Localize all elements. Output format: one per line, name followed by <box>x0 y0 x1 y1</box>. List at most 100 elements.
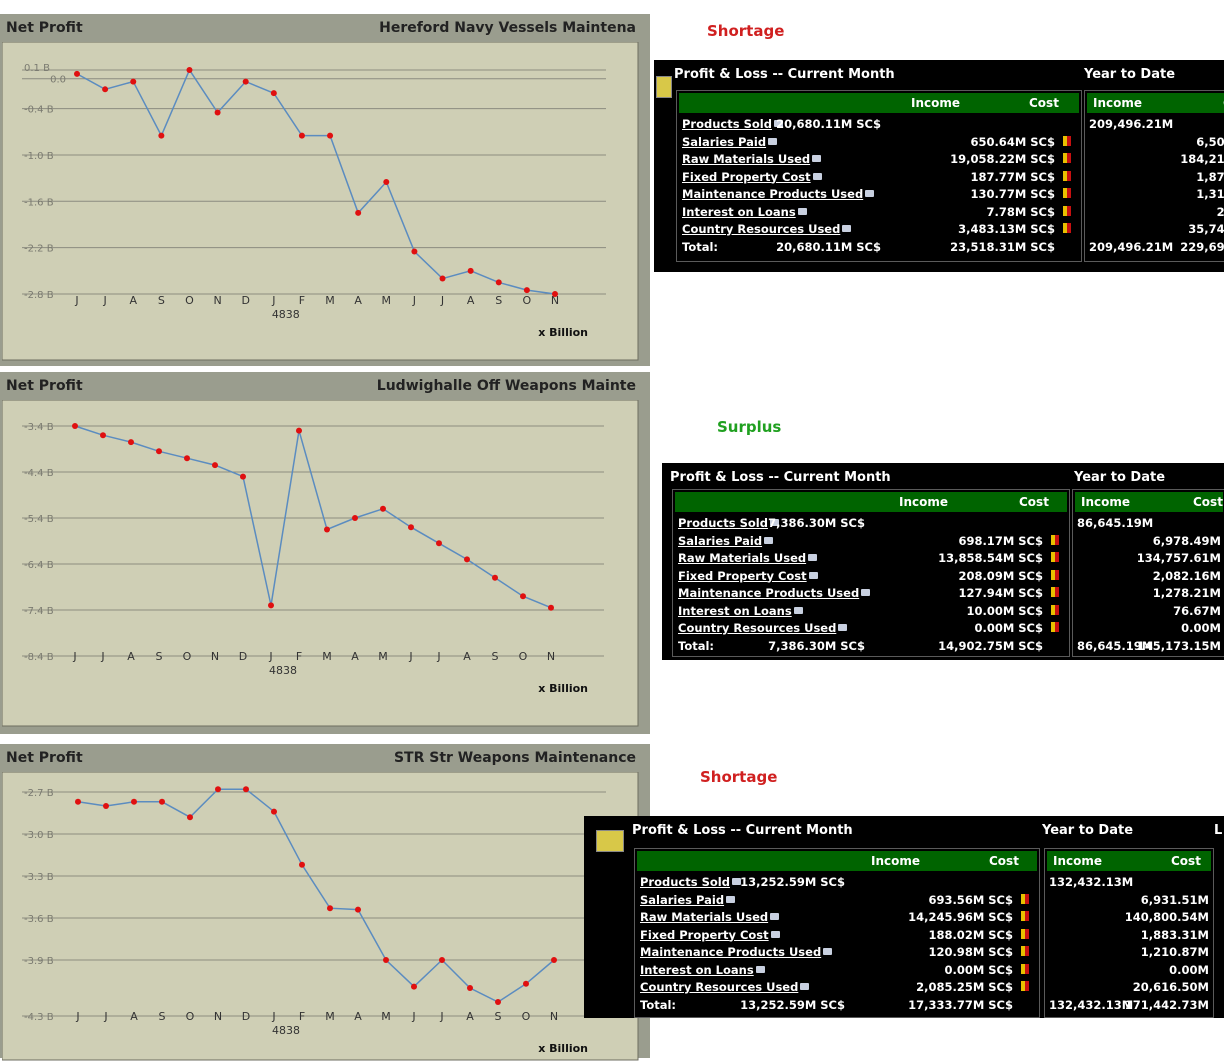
data-point <box>75 798 81 805</box>
x-tick-label: S <box>156 650 163 663</box>
x-tick-label: A <box>354 1010 362 1023</box>
net-profit-chart: 0.1 B0.0 -0.4 B -1.0 B -1.6 B -2.2 B -2.8 B J J… <box>2 42 639 361</box>
ytd-title: Year to Date <box>1084 67 1176 82</box>
cost-indicator-icon <box>1021 946 1029 956</box>
data-point <box>130 78 137 85</box>
cost-value: 23,518.31M SC$ <box>950 239 1055 254</box>
ytd-row: 6,978.49M <box>1073 532 1224 549</box>
extra-column-title: L <box>1214 823 1223 838</box>
row-label-link[interactable]: Products Sold <box>640 875 741 889</box>
y-tick-label: -0.4 B <box>24 105 54 116</box>
ytd-cost-value: 27.2 <box>1216 204 1224 219</box>
pl-title: Profit & Loss -- Current Month <box>670 470 891 485</box>
data-point <box>271 808 277 815</box>
station-name: Ludwighalle Off Weapons Mainte <box>376 378 636 394</box>
row-label-link[interactable]: Fixed Property Cost <box>640 928 780 942</box>
data-point <box>520 593 526 600</box>
row-label-link[interactable]: Raw Materials Used <box>640 910 779 924</box>
row-label-link[interactable]: Products Sold <box>678 516 779 530</box>
ytd-income-header: Income <box>1081 495 1131 509</box>
ytd-income-header: Income <box>1093 96 1143 110</box>
ytd-cost-value: 171,442.73M <box>1124 997 1209 1012</box>
ytd-row: 20,616.50M <box>1045 978 1213 995</box>
row-label-link[interactable]: Salaries Paid <box>682 135 777 149</box>
ytd-row: 6,507.8 <box>1085 133 1224 150</box>
ytd-income-value: 86,645.19M <box>1077 516 1154 530</box>
status-label: Shortage <box>707 22 785 40</box>
x-tick-label: J <box>411 1010 415 1023</box>
x-tick-label: M <box>381 1010 391 1023</box>
row-label-link[interactable]: Interest on Loans <box>640 963 765 977</box>
row-label-link[interactable]: Maintenance Products Used <box>678 586 870 600</box>
row-label-link[interactable]: Raw Materials Used <box>678 551 817 565</box>
row-label-link[interactable]: Country Resources Used <box>640 980 809 994</box>
row-label-link[interactable]: Salaries Paid <box>640 893 735 907</box>
cost-value: 130.77M SC$ <box>970 187 1055 201</box>
table-row: Raw Materials Used 13,858.54M SC$ <box>673 549 1069 566</box>
x-tick-label: F <box>299 294 305 307</box>
row-label-link[interactable]: Country Resources Used <box>678 621 847 635</box>
income-value: 20,680.11M SC$ <box>776 117 881 131</box>
y-tick-label: -6.4 B <box>24 560 54 571</box>
row-label-link[interactable]: Interest on Loans <box>678 604 803 618</box>
row-label-link[interactable]: Maintenance Products Used <box>682 187 874 201</box>
cost-indicator-icon <box>1063 153 1071 163</box>
x-tick-label: J <box>103 1010 107 1023</box>
cost-value: 650.64M SC$ <box>970 134 1055 149</box>
cost-indicator-icon <box>1021 911 1029 921</box>
row-label-link[interactable]: Salaries Paid <box>678 534 773 548</box>
cost-value: 693.56M SC$ <box>928 892 1013 907</box>
ytd-row: 209,496.21M <box>1085 115 1224 132</box>
pl-title: Profit & Loss -- Current Month <box>674 67 895 82</box>
table-row: Country Resources Used 2,085.25M SC$ <box>635 978 1039 995</box>
ytd-row: 1,883.31M <box>1045 926 1213 943</box>
total-label: Total: <box>682 239 719 254</box>
ytd-table: Income Cost 132,432.13M 6,931.51M 140,800.… <box>1044 848 1214 1018</box>
ytd-cost-value: 229,695.8 <box>1180 239 1224 254</box>
cost-header: Cost <box>989 854 1019 868</box>
table-header: Income Cost <box>1075 492 1223 512</box>
row-label-link[interactable]: Maintenance Products Used <box>640 945 832 959</box>
chart-header: Net Profit Hereford Navy Vessels Mainten… <box>0 14 650 42</box>
station-icon[interactable] <box>656 76 672 98</box>
row-label-link[interactable]: Fixed Property Cost <box>678 569 818 583</box>
row-label-link[interactable]: Interest on Loans <box>682 205 807 219</box>
ytd-income-value: 209,496.21M <box>1089 239 1174 254</box>
x-tick-label: N <box>551 294 559 307</box>
data-point <box>352 515 358 521</box>
cost-indicator-icon <box>1051 552 1059 562</box>
ytd-cost-header: Cost <box>1171 854 1201 868</box>
cost-value: 0.00M SC$ <box>944 962 1013 977</box>
y-tick-label: 0.0 <box>50 75 66 86</box>
station-icon[interactable] <box>596 830 624 852</box>
data-point <box>467 985 473 991</box>
y-tick-label: -3.6 B <box>24 914 54 925</box>
row-label-link[interactable]: Fixed Property Cost <box>682 170 822 184</box>
cost-indicator-icon <box>1051 604 1059 615</box>
cost-value: 19,058.22M SC$ <box>950 152 1055 166</box>
data-point <box>212 462 218 469</box>
data-point <box>552 291 558 297</box>
row-label-link[interactable]: Country Resources Used <box>682 222 851 236</box>
x-tick-label: J <box>268 650 272 663</box>
cost-indicator-icon <box>1051 534 1059 545</box>
cost-indicator-icon <box>1051 569 1059 580</box>
ytd-total-row: 132,432.13M 171,442.73M <box>1045 996 1213 1013</box>
year-label: 4838 <box>269 664 297 677</box>
data-point <box>159 798 165 805</box>
ytd-table: Income Co 209,496.21M 6,507.8 184,219.9 1,8… <box>1084 90 1224 262</box>
ytd-cost-value: 6,931.51M <box>1140 892 1209 907</box>
x-tick-label: S <box>159 1010 166 1023</box>
table-row: Products Sold 7,386.30M SC$ <box>673 514 1069 531</box>
x-tick-label: F <box>299 1010 305 1023</box>
ytd-income-header: Income <box>1053 854 1103 868</box>
x-tick-label: N <box>547 650 555 663</box>
y-tick-label: -2.8 B <box>24 290 54 301</box>
cost-value: 698.17M SC$ <box>958 533 1043 548</box>
row-label-link[interactable]: Raw Materials Used <box>682 152 821 166</box>
x-tick-label: O <box>522 1010 531 1023</box>
ytd-cost-value: 6,978.49M <box>1152 533 1221 548</box>
net-profit-chart: -2.7 B -3.0 B -3.3 B -3.6 B -3.9 B -4.3 B J J A S… <box>2 772 639 1061</box>
row-label-link[interactable]: Products Sold <box>682 117 783 131</box>
x-tick-label: A <box>466 1010 474 1023</box>
